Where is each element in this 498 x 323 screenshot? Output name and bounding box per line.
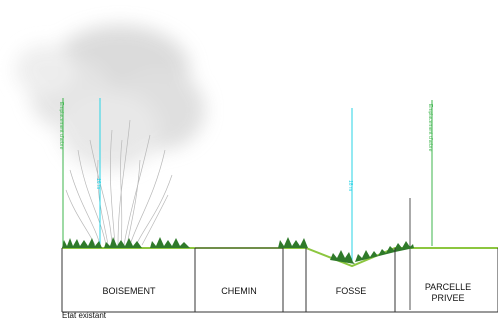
emprise-right-label: Emplacement d'arbre bbox=[427, 104, 433, 152]
zone-label-parcelle: PARCELLE bbox=[425, 282, 471, 292]
grass-tufts bbox=[62, 237, 414, 264]
tree-canopy bbox=[15, 25, 205, 170]
zone-label-chemin: CHEMIN bbox=[221, 286, 257, 296]
diagram-caption: Etat existant bbox=[62, 311, 107, 320]
zone-label-boisement: BOISEMENT bbox=[102, 286, 156, 296]
zone-frame bbox=[61, 248, 498, 313]
zone-label-fosse: FOSSE bbox=[336, 286, 367, 296]
emprise-left-label: Emplacement d'arbre bbox=[58, 102, 64, 150]
height-left-label: 16 m bbox=[95, 178, 101, 189]
ground-line bbox=[62, 247, 498, 268]
zone-label-privee: PRIVEE bbox=[431, 293, 464, 303]
tree-branches bbox=[65, 119, 173, 246]
height-ditch-label: 18 m bbox=[347, 180, 353, 191]
